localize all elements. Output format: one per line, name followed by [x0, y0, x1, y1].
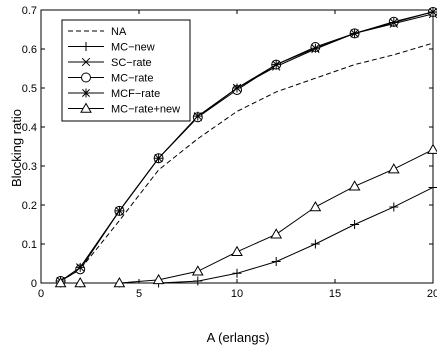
- triangle-marker: [80, 102, 92, 113]
- x-tick-label: 5: [136, 288, 142, 300]
- legend-label: MC−rate: [111, 73, 154, 85]
- series: [54, 143, 437, 288]
- triangle-marker: [309, 200, 322, 212]
- legend-label: MC−rate+new: [111, 104, 180, 116]
- asterisk-marker: [114, 206, 124, 216]
- legend-label: SC−rate: [111, 57, 152, 69]
- y-tick-label: 0.6: [22, 44, 37, 56]
- y-axis-label: Blocking ratio: [9, 109, 24, 187]
- y-tick-label: 0.4: [22, 122, 37, 134]
- plus-marker: [81, 42, 91, 51]
- triangle-marker: [231, 245, 243, 257]
- triangle-marker: [74, 276, 87, 288]
- legend: NA MC−new SC−rate MC−rate MCF−rate MC−rate+ne…: [61, 19, 191, 122]
- legend-label: MCF−rate: [111, 88, 160, 100]
- triangle-marker: [152, 273, 165, 285]
- series: [60, 42, 434, 282]
- asterisk-marker: [193, 111, 203, 121]
- triangle-marker: [427, 143, 437, 154]
- x-marker: [81, 57, 91, 67]
- asterisk-marker: [350, 28, 360, 38]
- x-tick-label: 0: [38, 288, 44, 300]
- asterisk-marker: [428, 7, 437, 17]
- y-tick-label: 0.7: [22, 5, 37, 17]
- asterisk-marker: [232, 83, 242, 93]
- plus-marker: [193, 276, 203, 286]
- plus-marker: [389, 202, 399, 212]
- series-line: [60, 42, 434, 282]
- series: [56, 7, 437, 286]
- x-tick-label: 20: [427, 288, 437, 300]
- plus-marker: [271, 257, 281, 267]
- triangle-marker: [270, 228, 283, 239]
- legend-box: [61, 19, 191, 122]
- x-axis: 0 5 10 15 20: [38, 10, 437, 300]
- y-tick-label: 0.5: [22, 83, 37, 95]
- series-layer: [54, 6, 437, 288]
- triangle-marker: [113, 276, 126, 288]
- plus-marker: [232, 268, 242, 278]
- x-tick-label: 15: [329, 288, 341, 300]
- asterisk-marker: [154, 153, 164, 163]
- triangle-marker: [387, 163, 400, 174]
- triangle-marker: [191, 265, 204, 276]
- asterisk-marker: [81, 88, 91, 98]
- x-tick-label: 10: [231, 288, 243, 300]
- asterisk-marker: [75, 262, 85, 272]
- asterisk-marker: [310, 43, 320, 53]
- triangle-marker: [348, 180, 361, 191]
- plus-marker: [310, 239, 320, 249]
- y-tick-label: 0.2: [22, 200, 37, 212]
- plus-marker: [428, 182, 437, 192]
- legend-label: MC−new: [111, 42, 155, 54]
- asterisk-marker: [389, 17, 399, 27]
- y-tick-label: 0.3: [22, 161, 37, 173]
- y-axis: 0 0.1 0.2 0.3 0.4 0.5 0.6 0.7: [22, 5, 433, 290]
- asterisk-marker: [271, 60, 281, 70]
- legend-label: NA: [111, 26, 127, 38]
- x-axis-label: A (erlangs): [207, 330, 270, 345]
- y-tick-label: 0: [31, 278, 37, 290]
- y-tick-label: 0.1: [22, 239, 37, 251]
- circle-marker: [81, 72, 91, 83]
- triangle-marker: [54, 276, 67, 288]
- plus-marker: [350, 220, 360, 229]
